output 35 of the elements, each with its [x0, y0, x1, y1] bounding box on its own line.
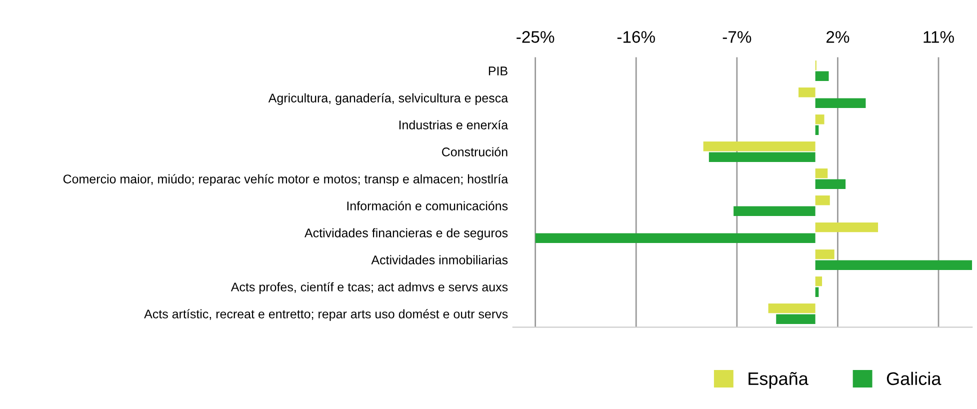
bar	[815, 249, 834, 260]
bar	[815, 222, 878, 232]
y-tick-label: PIB	[488, 66, 508, 76]
bar	[798, 87, 816, 98]
bar	[776, 314, 816, 324]
legend-label: España	[748, 372, 808, 389]
bar	[535, 233, 816, 243]
y-tick-label: Comercio maior, miúdo; reparac vehíc motor e motos; transp e almacen; hostlría	[63, 174, 508, 186]
bar	[815, 179, 846, 189]
y-tick-label: Construción	[442, 147, 508, 156]
y-tick-label: Actividades financieras e de seguros	[304, 228, 508, 240]
bar	[815, 276, 822, 286]
bar	[768, 303, 816, 314]
bar	[734, 206, 816, 216]
bar	[815, 260, 972, 270]
x-tick-label: -16%	[617, 31, 655, 43]
bar	[815, 114, 824, 124]
y-tick-label: Industrias e enerxía	[399, 120, 508, 130]
y-tick-label: Agricultura, ganadería, selvicultura e pesca	[268, 93, 508, 105]
bar	[708, 152, 816, 162]
y-tick-label: Actividades inmobiliarias	[371, 255, 508, 264]
x-tick-label: -7%	[722, 31, 752, 43]
y-tick-label: Acts profes, científ e tcas; act admvs e servs auxs	[230, 282, 508, 294]
bar	[703, 141, 816, 152]
x-tick-label: 11%	[924, 31, 954, 43]
bar	[815, 168, 828, 178]
bar	[815, 287, 819, 297]
bar	[815, 71, 829, 82]
x-tick-label: 2%	[826, 31, 850, 43]
y-tick-label: Información e comunicacións	[347, 201, 508, 210]
x-tick-label: -25%	[516, 31, 554, 43]
legend-label: Galicia	[886, 372, 942, 386]
bar	[815, 195, 830, 206]
bar	[815, 98, 866, 108]
y-tick-label: Acts artístic, recreat e entretto; repar arts uso domést e outr servs	[144, 309, 508, 321]
